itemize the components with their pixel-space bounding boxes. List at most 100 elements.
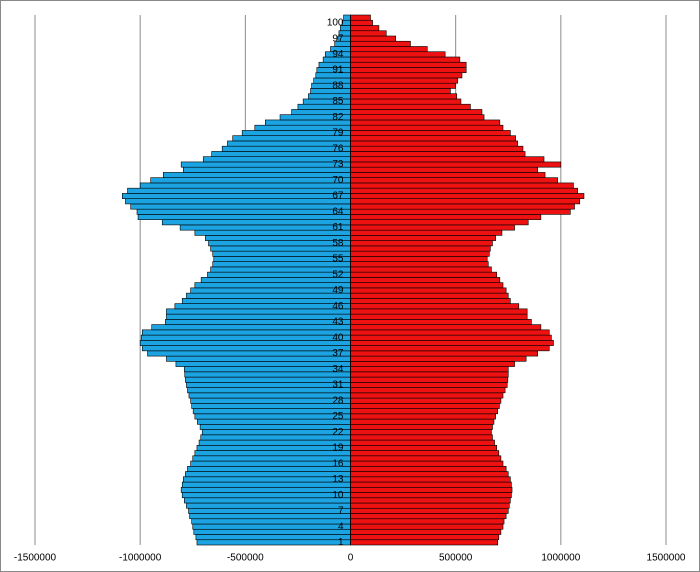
y-tick-label: 58	[332, 238, 344, 249]
bar	[192, 523, 351, 530]
bar	[181, 298, 351, 304]
x-tick-label: 1500000	[647, 553, 686, 564]
bar	[139, 182, 351, 189]
y-tick-label: 73	[332, 159, 344, 170]
bar	[189, 513, 351, 520]
bar	[343, 14, 351, 21]
bar	[350, 114, 485, 121]
bar	[350, 329, 550, 336]
bar	[350, 471, 509, 478]
bar	[350, 19, 373, 26]
bar	[350, 502, 510, 509]
x-tick-label: -500000	[227, 553, 264, 564]
y-tick-label: 97	[332, 33, 344, 44]
bar	[350, 245, 491, 252]
bar	[194, 413, 351, 420]
y-tick-label: 88	[332, 80, 344, 91]
bar	[350, 361, 515, 367]
y-tick-label: 1	[338, 537, 344, 548]
y-tick-label: 91	[332, 65, 344, 76]
bar	[350, 518, 505, 525]
bar	[197, 418, 351, 425]
bar	[141, 329, 351, 336]
bar	[350, 376, 509, 383]
bar	[350, 444, 497, 451]
bar	[198, 439, 351, 446]
bar	[350, 392, 504, 399]
bar	[350, 25, 380, 32]
bar	[350, 507, 509, 514]
bar	[191, 518, 351, 525]
bar	[140, 334, 351, 341]
bar	[350, 324, 542, 331]
bar	[182, 166, 351, 173]
bar	[350, 119, 501, 126]
y-tick-label: 61	[332, 222, 344, 233]
bar	[165, 319, 351, 325]
bar	[175, 361, 351, 367]
bar	[350, 14, 371, 21]
y-tick-label: 28	[332, 395, 344, 406]
bar	[182, 476, 351, 483]
bar	[350, 166, 538, 173]
bar	[181, 492, 351, 499]
y-tick-label: 40	[332, 332, 344, 343]
bar	[350, 72, 463, 79]
bar	[166, 313, 351, 320]
bar	[350, 235, 496, 241]
bar	[350, 93, 458, 100]
bar	[350, 124, 504, 131]
bar	[350, 145, 524, 152]
y-tick-label: 79	[332, 128, 344, 139]
bar	[185, 376, 351, 383]
y-tick-label: 25	[332, 411, 344, 422]
bar	[350, 345, 550, 352]
bar	[350, 77, 459, 84]
y-tick-label: 13	[332, 474, 344, 485]
bar	[350, 198, 581, 205]
bar	[350, 313, 528, 320]
bar	[350, 408, 499, 415]
bar	[350, 88, 451, 95]
bar	[192, 408, 351, 415]
bar	[127, 187, 351, 194]
x-tick-label: -1500000	[14, 553, 57, 564]
bar	[196, 539, 351, 546]
bar	[184, 371, 351, 378]
bar	[350, 56, 461, 63]
bar	[179, 224, 351, 231]
bar	[212, 250, 351, 257]
bar	[194, 282, 351, 289]
bar	[166, 355, 351, 362]
bar	[350, 340, 554, 346]
bar	[350, 193, 585, 199]
y-tick-label: 49	[332, 285, 344, 296]
y-tick-label: 37	[332, 348, 344, 359]
bar	[350, 287, 507, 294]
bar	[350, 51, 446, 58]
bar	[210, 266, 351, 273]
bar	[139, 340, 351, 346]
bar	[350, 397, 502, 404]
bar	[350, 539, 499, 546]
bar	[188, 392, 351, 399]
bar	[186, 292, 351, 299]
bar	[136, 208, 351, 215]
y-tick-label: 85	[332, 96, 344, 107]
y-tick-label: 70	[332, 175, 344, 186]
y-tick-label: 94	[332, 49, 344, 60]
bar	[150, 177, 351, 184]
bar	[137, 214, 351, 220]
bar	[350, 30, 387, 37]
bar	[194, 229, 351, 236]
y-tick-label: 100	[327, 18, 344, 29]
y-tick-label: 43	[332, 317, 344, 328]
bar	[350, 371, 509, 378]
bar	[191, 403, 351, 409]
bar	[350, 298, 511, 304]
bar	[350, 481, 512, 488]
bar	[350, 403, 500, 409]
bar	[184, 497, 351, 504]
bar	[350, 67, 467, 74]
x-tick-label: -1000000	[119, 553, 162, 564]
